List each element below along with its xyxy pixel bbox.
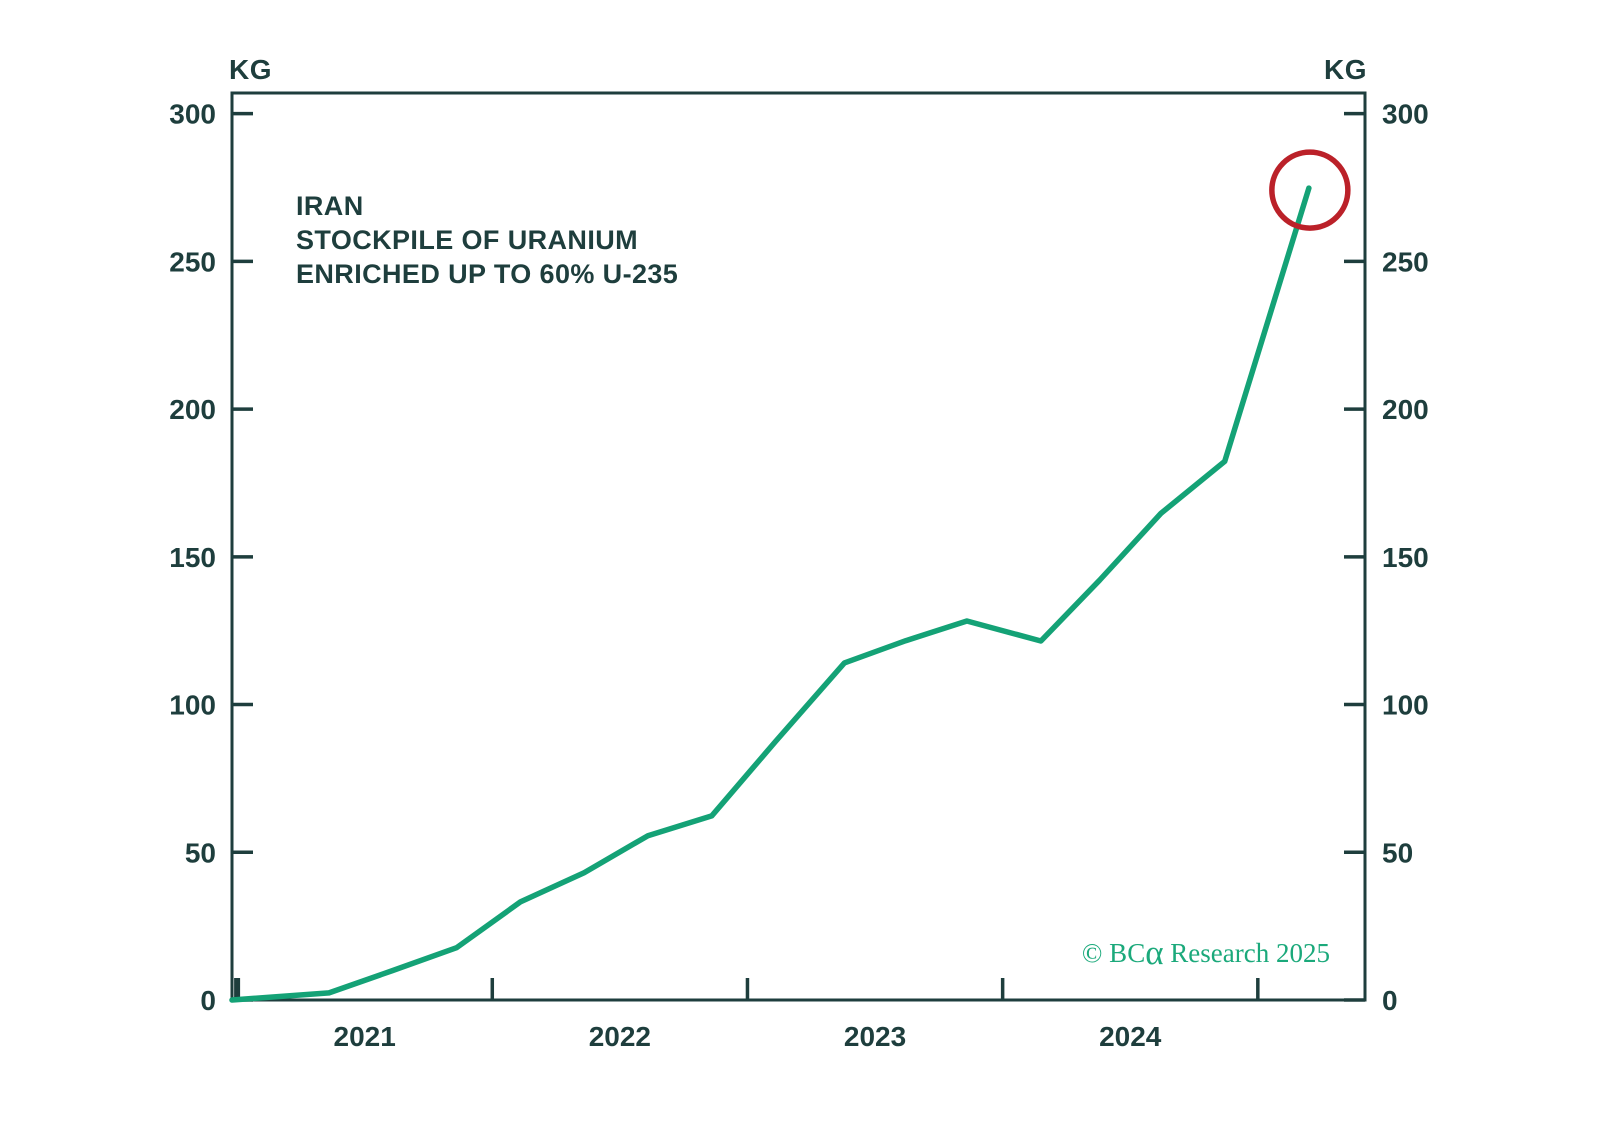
chart-title-line-3: ENRICHED UP TO 60% U-235 <box>296 259 679 289</box>
x-tick-label: 2022 <box>589 1021 651 1052</box>
highlight-circle <box>1269 149 1351 231</box>
y-axis-unit-left: KG <box>229 54 272 85</box>
watermark-prefix: © BC <box>1081 938 1146 968</box>
x-tick-label: 2021 <box>334 1021 396 1052</box>
chart-title: IRAN STOCKPILE OF URANIUM ENRICHED UP TO… <box>296 189 678 291</box>
y-tick-label-left: 0 <box>200 985 216 1016</box>
watermark-alpha-glyph: α <box>1145 933 1164 972</box>
plot-frame <box>230 91 1367 1002</box>
y-tick-label-left: 50 <box>185 837 216 868</box>
y-tick-label-right: 100 <box>1382 690 1429 721</box>
y-tick-label-right: 200 <box>1382 394 1429 425</box>
chart-title-line-1: IRAN <box>296 191 364 221</box>
y-tick-label-left: 200 <box>169 394 216 425</box>
data-line <box>229 185 1312 1003</box>
watermark-suffix: Research 2025 <box>1163 938 1330 968</box>
y-tick-label-left: 250 <box>169 246 216 277</box>
y-tick-label-right: 300 <box>1382 99 1429 130</box>
x-tick-label: 2023 <box>844 1021 906 1052</box>
y-tick-label-right: 150 <box>1382 542 1429 573</box>
y-tick-label-left: 300 <box>169 99 216 130</box>
y-tick-label-left: 150 <box>169 542 216 573</box>
x-tick-label: 2024 <box>1099 1021 1162 1052</box>
chart-title-line-2: STOCKPILE OF URANIUM <box>296 225 639 255</box>
y-tick-label-left: 100 <box>169 690 216 721</box>
y-tick-label-right: 50 <box>1382 837 1413 868</box>
y-tick-label-right: 250 <box>1382 246 1429 277</box>
y-tick-label-right: 0 <box>1382 985 1398 1016</box>
watermark: © BCα Research 2025 <box>1081 935 1330 970</box>
y-axis-unit-right: KG <box>1324 54 1367 85</box>
